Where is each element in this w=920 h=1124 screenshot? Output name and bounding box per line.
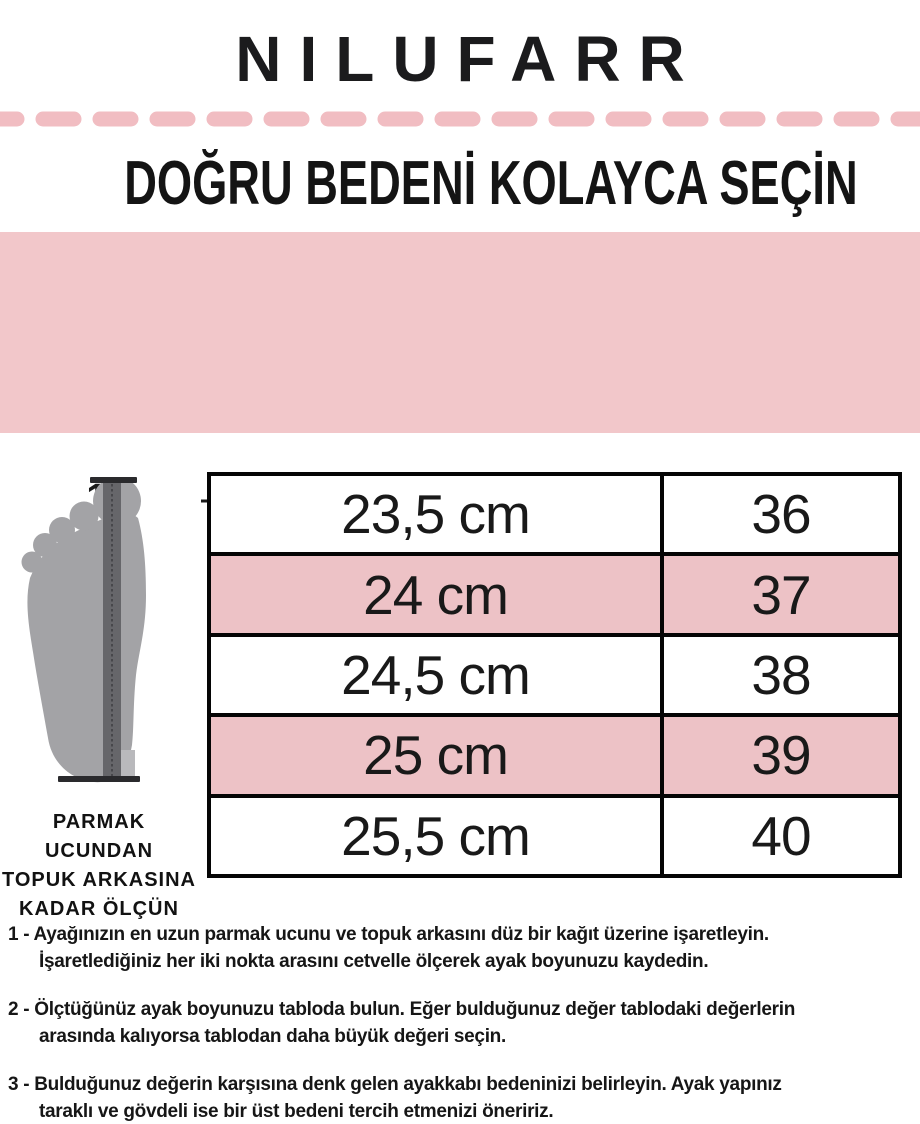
foot-caption: PARMAK UCUNDAN TOPUK ARKASINA KADAR ÖLÇÜ… bbox=[0, 808, 198, 924]
toe bbox=[49, 517, 75, 543]
table-cell-size: 36 bbox=[664, 476, 898, 553]
instruction-line: İşaretlediğiniz her iki nokta arasını ce… bbox=[39, 951, 709, 972]
brand-logo: NILUFARR bbox=[235, 23, 703, 95]
page-title: DOĞRU BEDENİ KOLAYCA SEÇİN bbox=[124, 149, 858, 218]
instruction-item-3: 3 - Bulduğunuz değerin karşısına denk ge… bbox=[8, 1071, 916, 1124]
instruction-item-1: 1 - Ayağınızın en uzun parmak ucunu ve t… bbox=[8, 921, 916, 975]
instruction-line: 3 - Bulduğunuz değerin karşısına denk ge… bbox=[8, 1074, 782, 1095]
toe bbox=[69, 501, 99, 531]
toe bbox=[33, 533, 57, 557]
size-table: 23,5 cm 36 24 cm 37 24,5 cm 38 25 cm 39 … bbox=[207, 472, 902, 878]
table-cell-length: 24 cm bbox=[211, 556, 660, 633]
table-cell-size: 37 bbox=[664, 556, 898, 633]
dashed-divider bbox=[0, 111, 920, 127]
instruction-item-2: 2 - Ölçtüğünüz ayak boyunuzu tabloda bul… bbox=[8, 996, 916, 1050]
table-cell-size: 39 bbox=[664, 717, 898, 794]
table-cell-length: 23,5 cm bbox=[211, 476, 660, 553]
instruction-line: 2 - Ölçtüğünüz ayak boyunuzu tabloda bul… bbox=[8, 999, 796, 1020]
instruction-line: taraklı ve gövdeli ise bir üst bedeni te… bbox=[39, 1101, 554, 1122]
little-toe bbox=[21, 551, 43, 573]
table-cell-size: 40 bbox=[664, 797, 898, 874]
foot-measurement-illustration bbox=[21, 477, 147, 783]
foot-caption-line: PARMAK UCUNDAN bbox=[44, 811, 154, 862]
foot-caption-line: TOPUK ARKASINA bbox=[1, 869, 196, 891]
instruction-line: arasında kalıyorsa tablodan daha büyük d… bbox=[39, 1026, 506, 1047]
ruler-top-cap bbox=[90, 477, 137, 483]
steps-band: 1 2 3 Ayak Boyunu Ölçün Ayak Boyu Değeri… bbox=[0, 232, 920, 621]
ruler-foot-overlap bbox=[121, 750, 135, 778]
table-cell-length: 25,5 cm bbox=[211, 797, 660, 874]
ruler-bottom-cap bbox=[58, 776, 140, 782]
instructions: 1 - Ayağınızın en uzun parmak ucunu ve t… bbox=[8, 921, 916, 1124]
table-cell-length: 25 cm bbox=[211, 717, 660, 794]
table-cell-length: 24,5 cm bbox=[211, 636, 660, 714]
instruction-line: 1 - Ayağınızın en uzun parmak ucunu ve t… bbox=[8, 924, 769, 945]
foot-caption-line: KADAR ÖLÇÜN bbox=[19, 898, 179, 920]
table-cell-size: 38 bbox=[664, 636, 898, 714]
